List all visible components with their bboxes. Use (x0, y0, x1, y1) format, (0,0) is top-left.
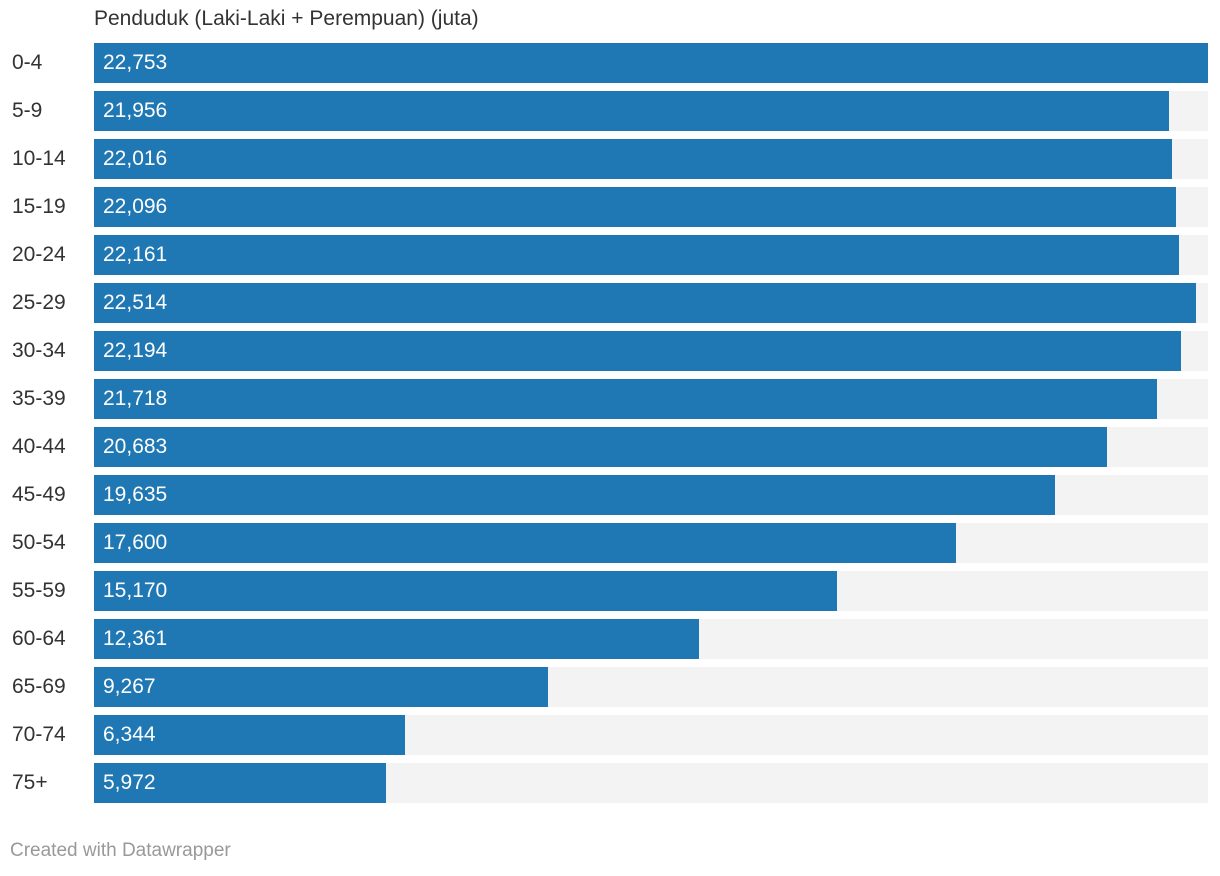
bar (94, 43, 1208, 83)
bar (94, 139, 1172, 179)
category-label: 0-4 (12, 51, 43, 74)
bar-row: 30-34 22,194 (0, 331, 1220, 371)
bar-row: 15-19 22,096 (0, 187, 1220, 227)
bar (94, 667, 548, 707)
bar (94, 619, 699, 659)
category-label: 30-34 (12, 339, 66, 362)
bar-value-label: 22,753 (103, 51, 168, 74)
bar (94, 331, 1181, 371)
bar-row: 55-59 15,170 (0, 571, 1220, 611)
bar-value-label: 12,361 (103, 627, 168, 650)
bar-track: 22,753 (94, 43, 1208, 83)
bar-row: 50-54 17,600 (0, 523, 1220, 563)
bar (94, 91, 1169, 131)
bar-value-label: 17,600 (103, 531, 168, 554)
bar-track: 22,096 (94, 187, 1208, 227)
bar-row: 45-49 19,635 (0, 475, 1220, 515)
category-label: 5-9 (12, 99, 43, 122)
datawrapper-credit: Created with Datawrapper (10, 840, 231, 861)
bar-value-label: 5,972 (103, 771, 156, 794)
bar-row: 40-44 20,683 (0, 427, 1220, 467)
category-label: 70-74 (12, 723, 66, 746)
bar (94, 523, 956, 563)
category-label: 35-39 (12, 387, 66, 410)
bar-track: 22,161 (94, 235, 1208, 275)
bar-value-label: 22,514 (103, 291, 168, 314)
category-label: 65-69 (12, 675, 66, 698)
bar-row: 20-24 22,161 (0, 235, 1220, 275)
bar-track: 19,635 (94, 475, 1208, 515)
bar-row: 0-4 22,753 (0, 43, 1220, 83)
bar-track: 21,956 (94, 91, 1208, 131)
category-label: 55-59 (12, 579, 66, 602)
bar (94, 235, 1179, 275)
bar-value-label: 9,267 (103, 675, 156, 698)
category-label: 20-24 (12, 243, 66, 266)
bar-value-label: 6,344 (103, 723, 156, 746)
bar-track: 22,514 (94, 283, 1208, 323)
bar (94, 379, 1157, 419)
bar-value-label: 22,096 (103, 195, 168, 218)
bar-track: 12,361 (94, 619, 1208, 659)
bar (94, 571, 837, 611)
bar-track: 5,972 (94, 763, 1208, 803)
bar-row: 10-14 22,016 (0, 139, 1220, 179)
category-label: 45-49 (12, 483, 66, 506)
column-header: Penduduk (Laki-Laki + Perempuan) (juta) (94, 7, 479, 30)
bar (94, 187, 1176, 227)
bar-row: 35-39 21,718 (0, 379, 1220, 419)
bar-track: 22,016 (94, 139, 1208, 179)
bar-value-label: 20,683 (103, 435, 168, 458)
bar-value-label: 21,956 (103, 99, 168, 122)
bar-track: 22,194 (94, 331, 1208, 371)
category-label: 60-64 (12, 627, 66, 650)
bar-track: 15,170 (94, 571, 1208, 611)
bar-value-label: 19,635 (103, 483, 168, 506)
bar (94, 763, 386, 803)
category-label: 50-54 (12, 531, 66, 554)
bar-track: 20,683 (94, 427, 1208, 467)
bar-track: 21,718 (94, 379, 1208, 419)
bar-value-label: 22,194 (103, 339, 168, 362)
bar-row: 75+ 5,972 (0, 763, 1220, 803)
bar-row: 5-9 21,956 (0, 91, 1220, 131)
category-label: 25-29 (12, 291, 66, 314)
category-label: 40-44 (12, 435, 66, 458)
bar (94, 715, 405, 755)
bar-track: 6,344 (94, 715, 1208, 755)
bar-row: 60-64 12,361 (0, 619, 1220, 659)
bar-value-label: 21,718 (103, 387, 168, 410)
bar-row: 70-74 6,344 (0, 715, 1220, 755)
bar-value-label: 22,161 (103, 243, 168, 266)
bar-value-label: 22,016 (103, 147, 168, 170)
bar-row: 25-29 22,514 (0, 283, 1220, 323)
bar (94, 427, 1107, 467)
bar (94, 475, 1055, 515)
bar-track: 17,600 (94, 523, 1208, 563)
bar-row: 65-69 9,267 (0, 667, 1220, 707)
bar-value-label: 15,170 (103, 579, 168, 602)
bar-track: 9,267 (94, 667, 1208, 707)
category-label: 10-14 (12, 147, 66, 170)
bar (94, 283, 1196, 323)
category-label: 75+ (12, 771, 48, 794)
category-label: 15-19 (12, 195, 66, 218)
